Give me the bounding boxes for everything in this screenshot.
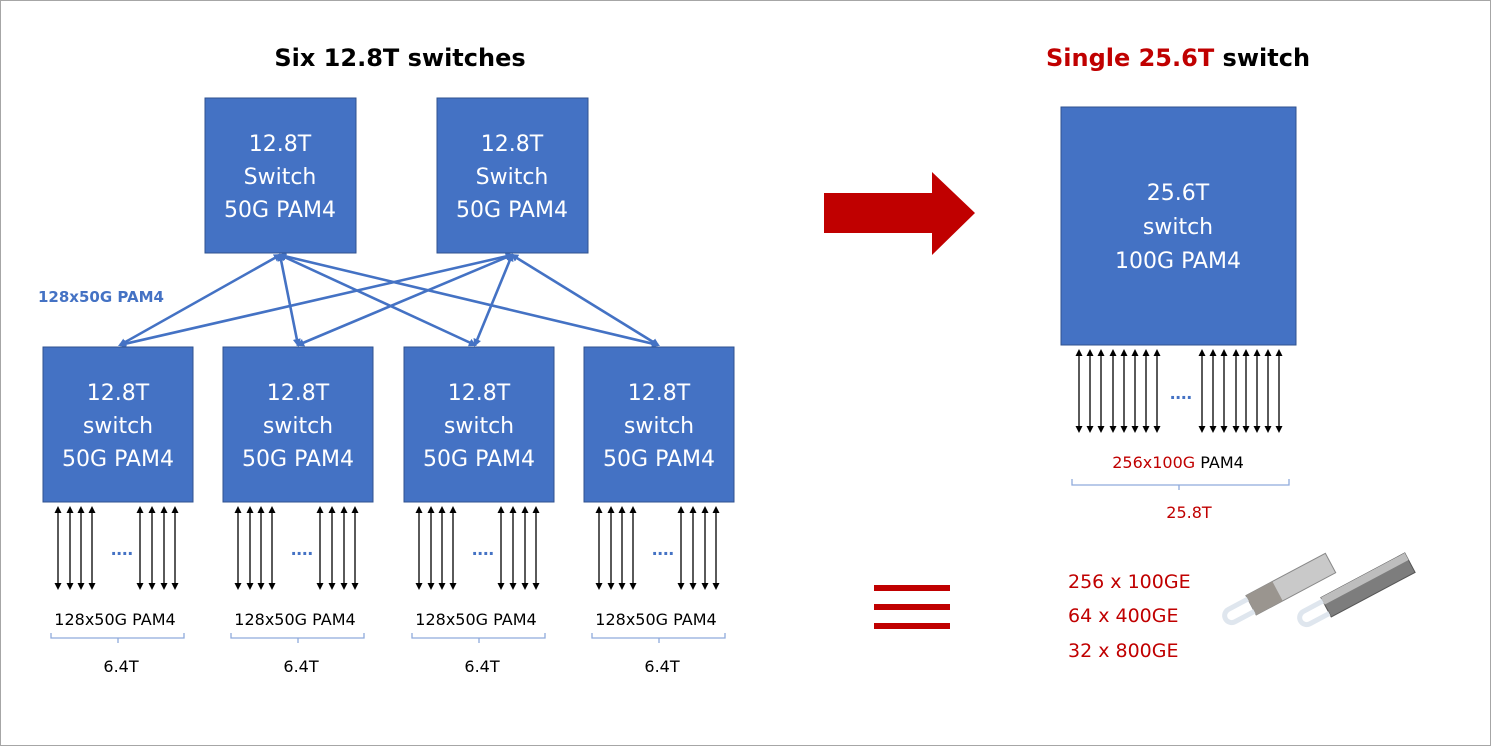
ethernet-option: 64 x 400GE (1068, 605, 1179, 627)
right-title: Single 25.6T switch (1046, 44, 1310, 72)
leaf-switch: 12.8T switch 50G PAM4.... 128x50G PAM4 6.4T (222, 346, 374, 676)
big-switch-brace (1071, 479, 1290, 490)
ethernet-option: 256 x 100GE (1068, 571, 1191, 593)
big-switch-dots: .... (1170, 382, 1192, 404)
big-switch-capacity: 25.8T (1166, 503, 1212, 522)
leaf-brace (50, 633, 185, 643)
spine-switch-line3: 50G PAM4 (456, 198, 568, 223)
ports-dots: .... (472, 538, 494, 560)
right-arrow-icon (824, 172, 975, 255)
right-title-red: Single 25.6T (1046, 44, 1215, 72)
leaf-brace (411, 633, 546, 643)
big-switch-line3: 100G PAM4 (1115, 249, 1241, 274)
spine-switch-line2: Switch (476, 165, 549, 190)
link-label: 128x50G PAM4 (38, 288, 164, 306)
leaf-switch-line1: 12.8T (87, 381, 150, 406)
leaf-switch-line2: switch (444, 414, 514, 439)
link-arrow (118, 252, 514, 348)
ports-red: 256x100G (1112, 453, 1195, 472)
spine-leaf-links (118, 252, 660, 348)
leaf-switch: 12.8T switch 50G PAM4.... 128x50G PAM4 6.4T (583, 346, 735, 676)
leaf-switch-line3: 50G PAM4 (603, 447, 715, 472)
spine-switch: 12.8T Switch 50G PAM4 (204, 97, 357, 254)
leaf-capacity: 6.4T (103, 657, 138, 676)
leaf-switch-line3: 50G PAM4 (62, 447, 174, 472)
leaf-switch: 12.8T switch 50G PAM4.... 128x50G PAM4 6.4T (42, 346, 194, 676)
ethernet-option: 32 x 800GE (1068, 640, 1179, 662)
ports-dots: .... (291, 538, 313, 560)
link-arrow (277, 253, 301, 347)
transceiver-image (1222, 552, 1416, 628)
leaf-switch-line1: 12.8T (628, 381, 691, 406)
leaf-ports-label: 128x50G PAM4 (595, 610, 716, 629)
leaf-ports-label: 128x50G PAM4 (234, 610, 355, 629)
link-arrow (278, 252, 660, 348)
right-title-black: switch (1214, 44, 1310, 72)
leaf-switch: 12.8T switch 50G PAM4.... 128x50G PAM4 6.4T (403, 346, 555, 676)
leaf-capacity: 6.4T (283, 657, 318, 676)
spine-switch-line1: 12.8T (249, 132, 312, 157)
link-arrow (510, 253, 660, 347)
link-arrow (473, 253, 514, 347)
spine-switch-line2: Switch (244, 165, 317, 190)
spine-switch-line1: 12.8T (481, 132, 544, 157)
leaf-switch-line1: 12.8T (448, 381, 511, 406)
leaf-switch-line1: 12.8T (267, 381, 330, 406)
big-switch-port-arrows (1075, 349, 1283, 433)
leaf-brace (230, 633, 365, 643)
leaf-switch-line3: 50G PAM4 (242, 447, 354, 472)
leaf-ports-label: 128x50G PAM4 (54, 610, 175, 629)
leaf-ports-label: 128x50G PAM4 (415, 610, 536, 629)
big-switch-ports-label: 256x100G PAM4 (1112, 453, 1244, 472)
leaf-switch-line2: switch (624, 414, 694, 439)
leaf-brace (591, 633, 726, 643)
left-title: Six 12.8T switches (274, 44, 525, 72)
leaf-switch-line2: switch (83, 414, 153, 439)
leaf-switch-line3: 50G PAM4 (423, 447, 535, 472)
ports-dots: .... (111, 538, 133, 560)
leaf-capacity: 6.4T (644, 657, 679, 676)
big-switch-line1: 25.6T (1147, 181, 1210, 206)
big-switch-line2: switch (1143, 215, 1213, 240)
link-arrow (278, 253, 477, 347)
ports-black: PAM4 (1195, 453, 1244, 472)
ports-dots: .... (652, 538, 674, 560)
leaf-switch-line2: switch (263, 414, 333, 439)
spine-switch: 12.8T Switch 50G PAM4 (436, 97, 589, 254)
triple-bar-equals-icon (874, 585, 950, 629)
leaf-capacity: 6.4T (464, 657, 499, 676)
big-switch: 25.6T switch 100G PAM4 (1060, 106, 1297, 346)
spine-switch-line3: 50G PAM4 (224, 198, 336, 223)
